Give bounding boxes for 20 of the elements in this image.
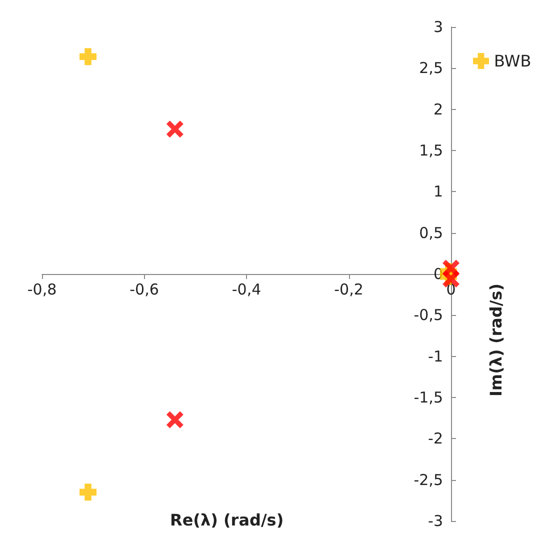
x-tick-label: -0,8 [27,280,57,298]
legend-label: BWB [494,52,532,70]
x-axis-title: Re(λ) (rad/s) [170,510,284,530]
y-axis-title: Im(λ) (rad/s) [486,283,506,397]
y-tick-label: -2 [428,430,443,448]
y-tick-label: -1 [428,347,443,366]
y-tick-label: -1,5 [414,388,443,406]
y-tick-label: 0,5 [419,224,443,242]
y-tick-label: 1 [433,182,443,201]
x-tick-label: -0,2 [334,280,364,298]
y-tick-label: -2,5 [414,470,443,489]
y-tick-label: -0,5 [414,306,443,324]
y-tick-label: -3 [428,512,443,530]
x-tick-label: -0,6 [130,280,159,298]
x-tick-label: 0 [446,280,456,298]
y-tick-label: 3 [433,18,443,36]
y-tick-label: 1,5 [419,142,443,160]
x-tick-label: -0,4 [232,280,262,298]
y-tick-label: 2 [433,100,443,118]
y-tick-label: 2,5 [419,59,443,78]
